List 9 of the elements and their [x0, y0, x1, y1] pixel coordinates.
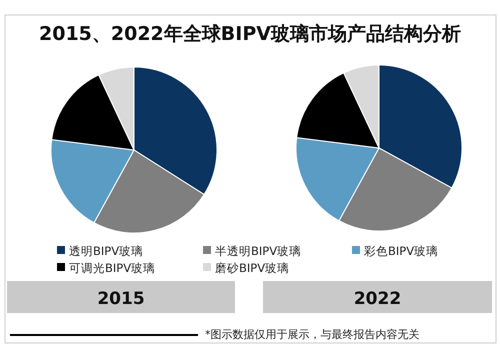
legend-label: 可调光BIPV玻璃 — [69, 261, 156, 275]
legend-label: 透明BIPV玻璃 — [69, 244, 144, 258]
chart-title: 2015、2022年全球BIPV玻璃市场产品结构分析 — [39, 23, 461, 45]
text: *图示数据仅用于展示，与最终报告内容无关 — [205, 328, 420, 341]
slice-label: 2015 — [97, 289, 145, 309]
legend-label: 磨砂BIPV玻璃 — [215, 261, 290, 275]
legend-label: 半透明BIPV玻璃 — [215, 244, 302, 258]
legend-label: 彩色BIPV玻璃 — [364, 244, 438, 258]
slice-label: 2022 — [354, 289, 402, 309]
